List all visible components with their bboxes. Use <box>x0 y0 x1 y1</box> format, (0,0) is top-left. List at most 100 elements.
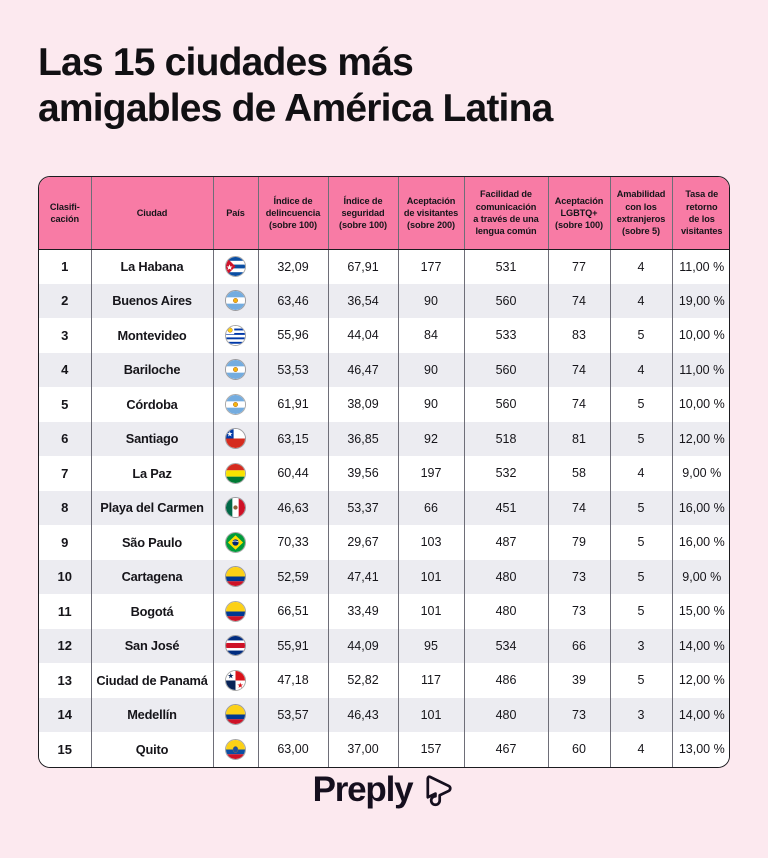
cell-friend: 5 <box>610 559 673 594</box>
cell-lgbtq: 79 <box>548 525 611 560</box>
cell-safety: 46,47 <box>328 352 399 387</box>
ranking-table-container: Clasifi- cación Ciudad País Índice de delin… <box>38 176 730 768</box>
table-row: 12 San José 55,91 44,09 95 534 66 3 14,00 % <box>39 628 729 663</box>
table-row: 2 Buenos Aires 63,46 36,54 90 560 74 4 19,00 % <box>39 283 729 318</box>
cell-friend: 3 <box>610 628 673 663</box>
cell-crime: 63,00 <box>258 732 329 767</box>
cell-safety: 36,85 <box>328 421 399 456</box>
cell-city: Bogotá <box>91 594 214 629</box>
column-header-safety: Índice de seguridad (sobre 100) <box>328 177 399 250</box>
cell-city: La Habana <box>91 249 214 284</box>
cell-return: 14,00 % <box>678 638 725 653</box>
table-header: Clasifi- cación Ciudad País Índice de delin… <box>39 177 729 250</box>
cell-crime: 61,91 <box>258 387 329 422</box>
cell-visit: 101 <box>398 697 465 732</box>
column-header-label: Facilidad de comunicación a través de un… <box>473 189 539 236</box>
cell-city: Cartagena <box>91 559 214 594</box>
cell-safety: 38,09 <box>328 387 399 422</box>
cell-crime: 63,15 <box>258 421 329 456</box>
flag-icon <box>225 393 246 415</box>
table-row: 6 Santiago 63,15 36,85 92 518 81 5 12,00 % <box>39 421 729 456</box>
column-header-flag: País <box>213 177 259 250</box>
flag-icon <box>225 704 246 726</box>
cell-rank: 4 <box>39 352 92 387</box>
column-header-lang: Facilidad de comunicación a través de un… <box>464 177 549 250</box>
cell-friend: 5 <box>610 387 673 422</box>
column-header-label: Tasa de retorno de los visitantes <box>681 189 723 236</box>
cell-visit: 90 <box>398 352 465 387</box>
cell-safety: 36,54 <box>328 283 399 318</box>
flag-icon <box>225 359 246 381</box>
cell-safety: 47,41 <box>328 559 399 594</box>
cell-return: 12,00 % <box>678 431 725 446</box>
page-title: Las 15 ciudades más amigables de América… <box>38 41 553 131</box>
cell-crime: 55,91 <box>258 628 329 663</box>
cell-lang: 560 <box>464 387 549 422</box>
cell-lang: 534 <box>464 628 549 663</box>
cell-lgbtq: 74 <box>548 283 611 318</box>
cell-return: 12,00 % <box>678 673 725 688</box>
cell-safety: 39,56 <box>328 456 399 491</box>
cell-lang: 486 <box>464 663 549 698</box>
table-row: 10 Cartagena 52,59 47,41 101 480 73 5 9,00 % <box>39 559 729 594</box>
table-row: 13 Ciudad de Panamá 47,18 52,82 117 486 39 5 12… <box>39 663 729 698</box>
cell-return: 19,00 % <box>678 293 725 308</box>
cell-safety: 29,67 <box>328 525 399 560</box>
cell-safety: 53,37 <box>328 490 399 525</box>
cell-lgbtq: 60 <box>548 732 611 767</box>
cell-safety: 67,91 <box>328 249 399 284</box>
column-header-friend: Amabilidad con los extranjeros (sobre 5) <box>610 177 673 250</box>
cell-visit: 157 <box>398 732 465 767</box>
preply-logo[interactable]: Preply <box>0 772 768 807</box>
cell-lgbtq: 73 <box>548 594 611 629</box>
cell-safety: 46,43 <box>328 697 399 732</box>
cell-crime: 63,46 <box>258 283 329 318</box>
cell-city: Montevideo <box>91 318 214 353</box>
cell-friend: 4 <box>610 283 673 318</box>
cell-city: Ciudad de Panamá <box>91 663 214 698</box>
cell-city: Playa del Carmen <box>91 490 214 525</box>
cell-friend: 5 <box>610 318 673 353</box>
cell-city: Santiago <box>91 421 214 456</box>
table-row: 4 Bariloche 53,53 46,47 90 560 74 4 11,00 % <box>39 352 729 387</box>
cell-safety: 33,49 <box>328 594 399 629</box>
cell-visit: 66 <box>398 490 465 525</box>
cell-lgbtq: 73 <box>548 559 611 594</box>
cell-crime: 70,33 <box>258 525 329 560</box>
column-header-visit: Aceptación de visitantes (sobre 200) <box>398 177 465 250</box>
country-flag-bo <box>213 456 259 491</box>
cell-lang: 480 <box>464 697 549 732</box>
cell-lgbtq: 66 <box>548 628 611 663</box>
table-row: 8 Playa del Carmen 46,63 53,37 66 451 74 5 16,0… <box>39 490 729 525</box>
cell-lang: 531 <box>464 249 549 284</box>
flag-icon <box>225 635 246 657</box>
country-flag-pa <box>213 663 259 698</box>
cell-crime: 53,57 <box>258 697 329 732</box>
cell-lang: 532 <box>464 456 549 491</box>
cell-city: Buenos Aires <box>91 283 214 318</box>
cell-lgbtq: 74 <box>548 387 611 422</box>
cell-safety: 52,82 <box>328 663 399 698</box>
table-row: 3 Montevideo 55,96 44,04 84 533 83 5 10,00 % <box>39 318 729 353</box>
cell-visit: 92 <box>398 421 465 456</box>
table-row: 15 Quito 63,00 37,00 157 467 60 4 13,00 % <box>39 732 729 767</box>
country-flag-uy <box>213 318 259 353</box>
cell-return: 16,00 % <box>678 500 725 515</box>
cell-rank: 2 <box>39 283 92 318</box>
cell-crime: 66,51 <box>258 594 329 629</box>
cell-friend: 4 <box>610 456 673 491</box>
cell-crime: 46,63 <box>258 490 329 525</box>
column-header-city: Ciudad <box>91 177 214 250</box>
cell-lgbtq: 39 <box>548 663 611 698</box>
cell-rank: 5 <box>39 387 92 422</box>
cell-return: 9,00 % <box>682 569 722 584</box>
cell-visit: 90 <box>398 283 465 318</box>
cell-visit: 197 <box>398 456 465 491</box>
cell-rank: 6 <box>39 421 92 456</box>
cell-return: 13,00 % <box>678 742 725 757</box>
country-flag-co <box>213 594 259 629</box>
cell-friend: 5 <box>610 525 673 560</box>
cell-return: 10,00 % <box>678 328 725 343</box>
cell-friend: 4 <box>610 352 673 387</box>
column-header-label: Índice de delincuencia (sobre 100) <box>265 195 321 230</box>
